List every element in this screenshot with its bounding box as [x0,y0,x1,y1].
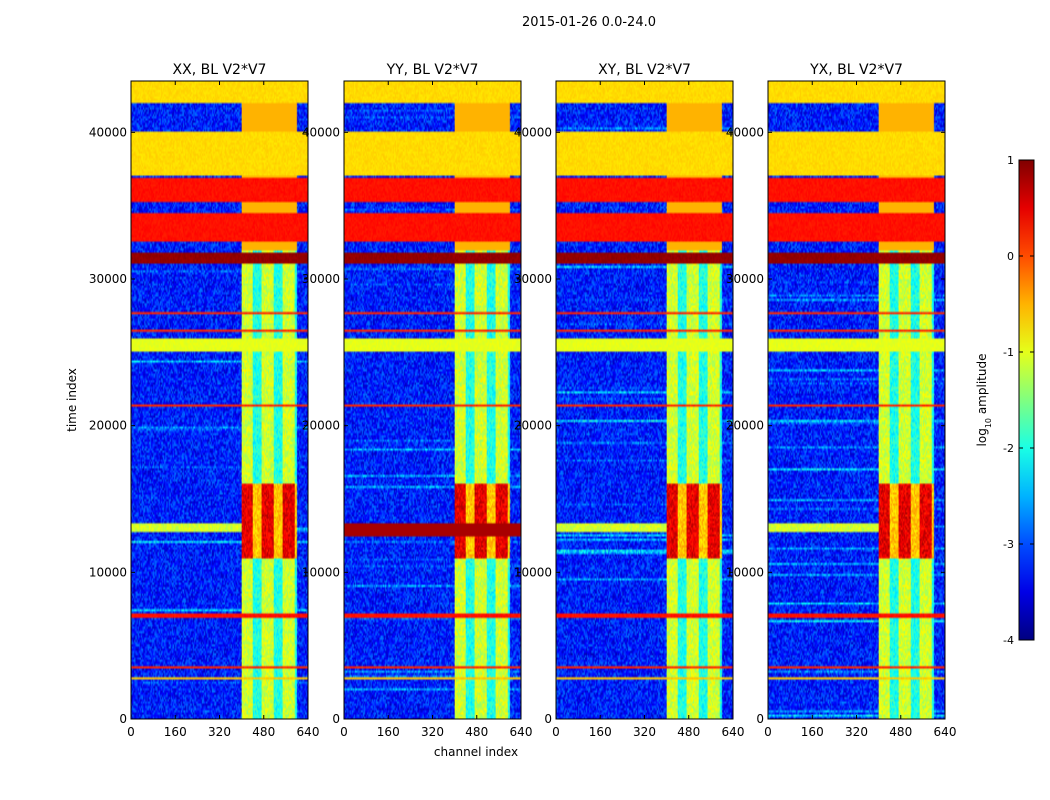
x-tick-label: 480 [252,725,275,739]
x-tick-label: 640 [934,725,957,739]
colorbar-tick-label: -4 [1003,634,1014,647]
x-tick-label: 640 [297,725,320,739]
colorbar-tick-label: -3 [1003,538,1014,551]
heatmap-image [344,81,521,719]
y-tick-label: 20000 [514,419,552,433]
y-tick-label: 0 [756,712,764,726]
panel-title: XX, BL V2*V7 [173,62,267,78]
panel-title: YX, BL V2*V7 [809,62,903,78]
y-tick-label: 0 [119,712,127,726]
y-tick-label: 20000 [302,419,340,433]
y-tick-label: 0 [544,712,552,726]
colorbar-tick-label: 0 [1007,250,1014,263]
x-tick-label: 0 [127,725,135,739]
y-tick-label: 40000 [89,125,127,139]
y-tick-label: 0 [332,712,340,726]
y-tick-label: 10000 [302,565,340,579]
colorbar-tick-label: -2 [1003,442,1014,455]
panel-yy: YY, BL V2*V7 0 160 320 480 640 0 10000 20000 3000… [302,62,533,739]
x-tick-label: 320 [421,725,444,739]
panel-title: YY, BL V2*V7 [386,62,479,78]
y-tick-label: 30000 [726,272,764,286]
heatmap-image [768,81,945,719]
y-tick-label: 40000 [514,125,552,139]
x-tick-label: 160 [377,725,400,739]
x-axis-label: channel index [434,745,518,759]
figure-title: 2015-01-26 0.0-24.0 [522,15,656,30]
x-tick-label: 480 [465,725,488,739]
y-tick-label: 40000 [726,125,764,139]
colorbar-tick-label: 1 [1007,154,1014,167]
panel-xx: XX, BL V2*V7 0 160 320 480 640 0 10000 20000 3000… [89,62,320,739]
colorbar: 1 0 -1 -2 -3 -4 log10 amplitude [975,154,1035,647]
y-tick-label: 10000 [726,565,764,579]
x-tick-label: 320 [633,725,656,739]
colorbar-label: log10 amplitude [975,354,993,447]
y-tick-label: 30000 [89,272,127,286]
x-tick-label: 320 [208,725,231,739]
y-tick-label: 10000 [89,565,127,579]
panel-yx: YX, BL V2*V7 0 160 320 480 640 0 10000 20000 3000… [726,62,957,739]
x-tick-label: 160 [589,725,612,739]
x-tick-label: 320 [845,725,868,739]
x-tick-label: 640 [722,725,745,739]
x-tick-label: 160 [164,725,187,739]
y-tick-label: 30000 [514,272,552,286]
colorbar-gradient [1018,159,1035,641]
heatmap-image [556,81,733,719]
x-tick-label: 480 [889,725,912,739]
colorbar-tick-label: -1 [1003,346,1014,359]
panels: XX, BL V2*V7 0 160 320 480 640 0 10000 20000 3000… [89,62,957,739]
y-tick-label: 10000 [514,565,552,579]
y-tick-label: 30000 [302,272,340,286]
x-tick-label: 640 [510,725,533,739]
x-tick-label: 160 [801,725,824,739]
heatmap-image [131,81,308,719]
x-tick-label: 0 [552,725,560,739]
y-axis-label: time index [65,368,79,432]
x-tick-label: 0 [764,725,772,739]
panel-title: XY, BL V2*V7 [598,62,691,78]
x-tick-label: 0 [340,725,348,739]
panel-xy: XY, BL V2*V7 0 160 320 480 640 0 10000 20000 3000… [514,62,745,739]
x-tick-label: 480 [677,725,700,739]
y-tick-label: 20000 [726,419,764,433]
y-tick-label: 40000 [302,125,340,139]
y-tick-label: 20000 [89,419,127,433]
